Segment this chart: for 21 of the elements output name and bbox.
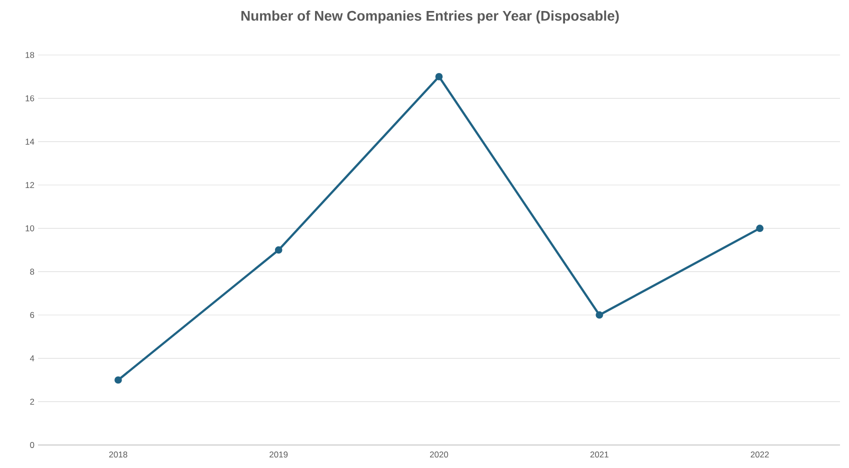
point: [756, 224, 764, 232]
y-tick-label: 6: [30, 312, 34, 318]
y-tick-label: 10: [26, 225, 34, 232]
x-tick-label: 2018: [109, 452, 128, 458]
y-tick-label: 8: [30, 268, 34, 275]
x-tick-label: 2022: [750, 452, 769, 458]
point: [114, 376, 122, 384]
point: [596, 311, 604, 319]
x-tick-label: 2020: [430, 452, 448, 458]
y-tick-label: 4: [30, 355, 34, 362]
x-tick-label: 2019: [270, 452, 288, 458]
y-tick-label: 12: [26, 182, 34, 188]
y-tick-label: 0: [30, 442, 34, 448]
x-tick-label: 2021: [590, 452, 608, 458]
y-tick-label: 18: [26, 52, 34, 58]
point: [274, 246, 282, 254]
y-tick-label: 16: [26, 95, 34, 102]
point: [435, 72, 443, 80]
chart-title: Number of New Companies Entries per Year (Disposable): [241, 10, 619, 24]
y-tick-label: 14: [26, 138, 34, 145]
y-tick-label: 2: [30, 398, 34, 405]
